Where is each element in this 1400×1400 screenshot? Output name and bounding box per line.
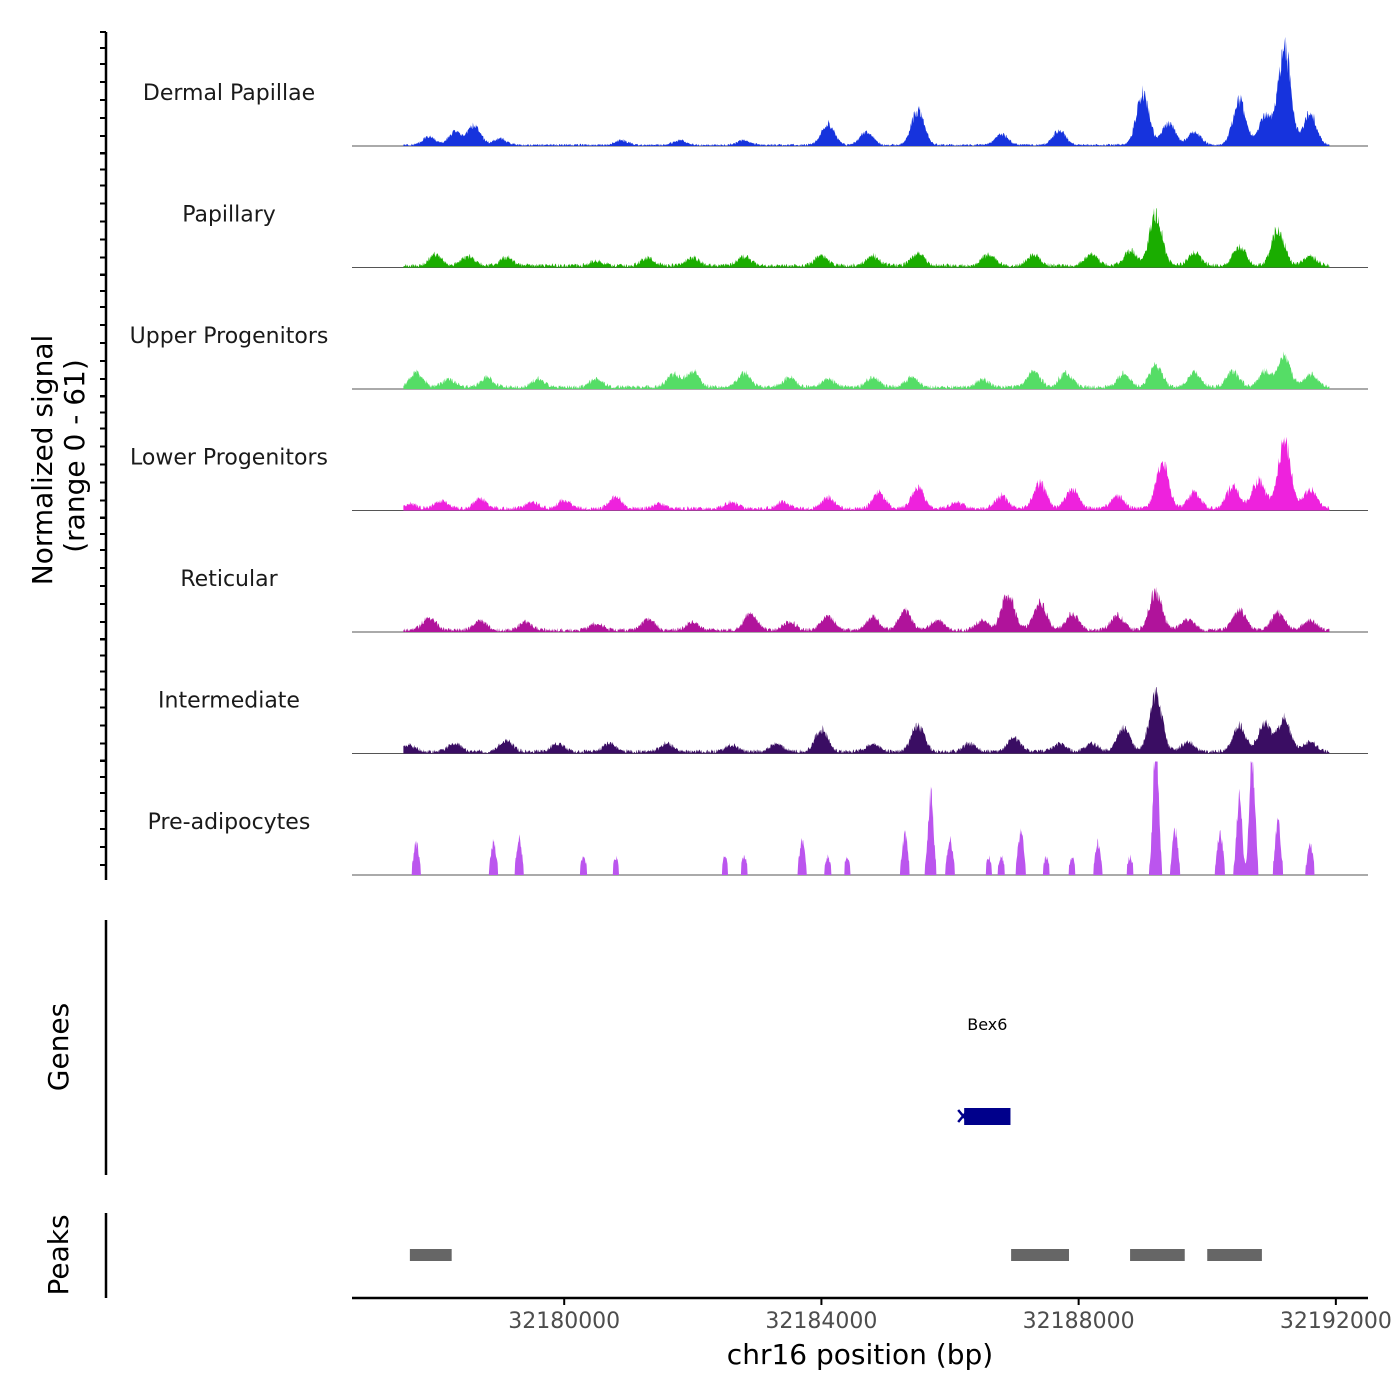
track-intermediate: Intermediate — [158, 687, 1368, 754]
x-axis-title: chr16 position (bp) — [727, 1338, 993, 1371]
track-label: Lower Progenitors — [130, 446, 328, 471]
track-label: Papillary — [182, 203, 276, 228]
track-upper-progenitors: Upper Progenitors — [130, 324, 1368, 390]
signal-area — [403, 436, 1330, 511]
signal-y-axis-ticks — [100, 31, 106, 866]
peak-region — [1011, 1249, 1069, 1261]
x-tick-label: 32180000 — [508, 1309, 620, 1334]
gene-body — [964, 1108, 1011, 1125]
peak-region — [409, 1249, 452, 1261]
genes-track-title: Genes — [42, 1003, 75, 1091]
x-tick-label: 32184000 — [765, 1309, 877, 1334]
track-dermal-papillae: Dermal Papillae — [143, 36, 1368, 147]
x-tick-label: 32192000 — [1280, 1309, 1392, 1334]
y-axis-title: Normalized signal — [26, 335, 59, 586]
track-label: Intermediate — [158, 689, 300, 714]
gene-label: Bex6 — [967, 1015, 1007, 1034]
peak-region — [1130, 1249, 1185, 1261]
strand-arrow — [957, 1109, 970, 1123]
x-axis-ticks: 32180000 32184000 32188000 32192000 — [508, 1298, 1392, 1334]
peaks-track-title: Peaks — [42, 1214, 75, 1295]
x-tick-label: 32188000 — [1023, 1309, 1135, 1334]
track-label: Reticular — [180, 567, 278, 592]
track-reticular: Reticular — [180, 567, 1368, 633]
peaks-track — [409, 1249, 1262, 1261]
track-lower-progenitors: Lower Progenitors — [130, 436, 1368, 511]
signal-area — [403, 761, 1330, 875]
signal-area — [403, 586, 1330, 632]
genes-track: Bex6 — [957, 1015, 1011, 1125]
peak-region — [1207, 1249, 1262, 1261]
signal-area — [403, 36, 1330, 146]
signal-tracks: Dermal Papillae Papillary Upper Progenitor… — [130, 36, 1368, 876]
signal-area — [403, 351, 1330, 389]
signal-area — [403, 208, 1330, 268]
y-axis-range: (range 0 - 61) — [58, 359, 91, 553]
track-label: Upper Progenitors — [130, 324, 329, 349]
track-label: Dermal Papillae — [143, 81, 315, 106]
track-papillary: Papillary — [182, 203, 1368, 268]
track-pre-adipocytes: Pre-adipocytes — [148, 761, 1368, 876]
track-label: Pre-adipocytes — [148, 810, 311, 835]
gene-bex6: Bex6 — [957, 1015, 1011, 1125]
signal-area — [403, 687, 1330, 754]
